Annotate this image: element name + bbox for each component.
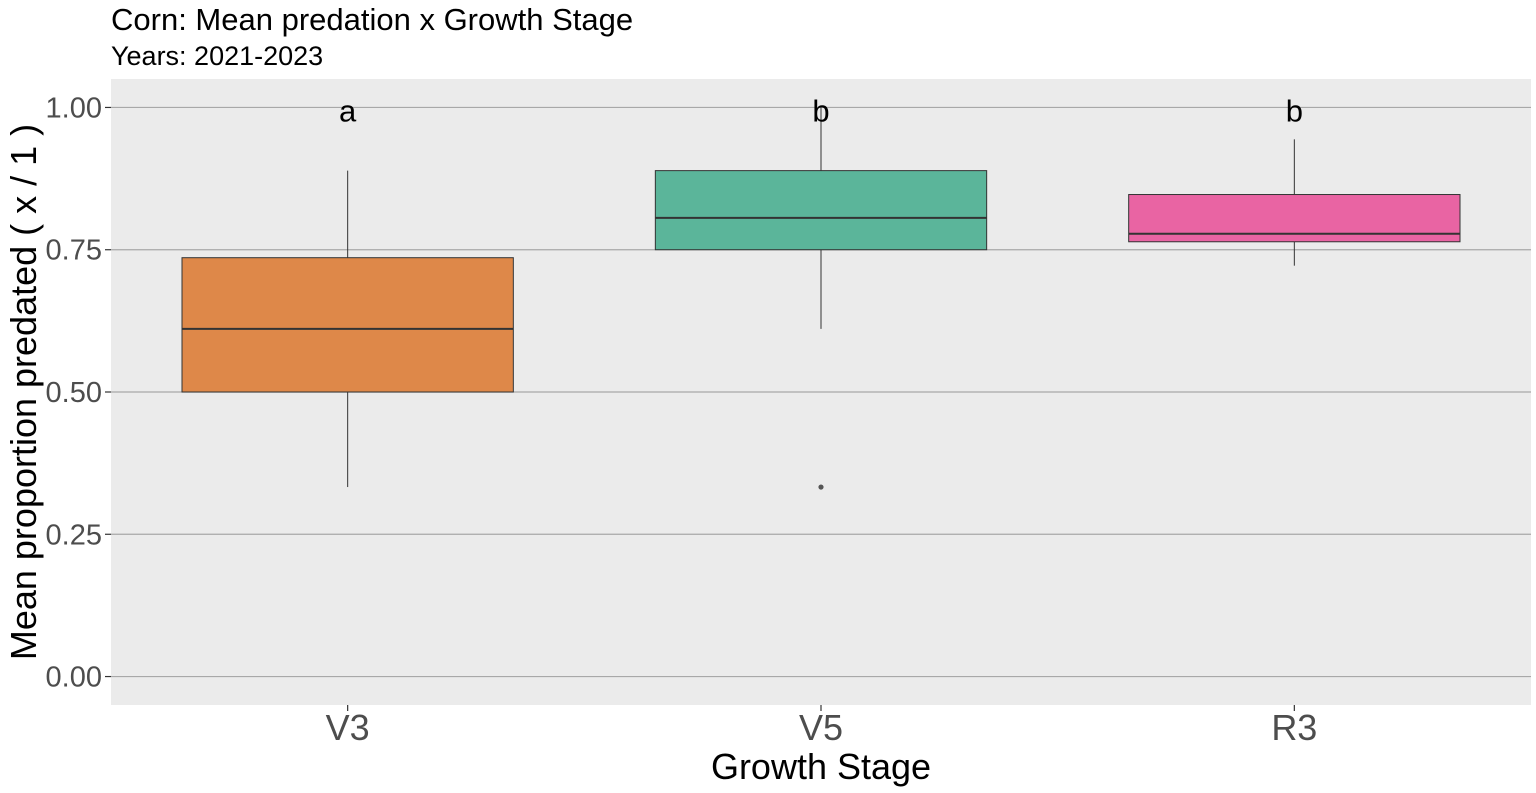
box <box>181 257 514 393</box>
x-tick-label: R3 <box>1271 707 1317 748</box>
significance-letter: b <box>1286 93 1303 128</box>
y-axis-title: Mean proportion predated ( x / 1 ) <box>3 124 44 660</box>
y-tick-label: 1.00 <box>46 92 102 124</box>
y-axis-ticks: 0.00 0.25 0.50 0.75 1.00 <box>46 92 111 694</box>
y-tick-label: 0.25 <box>46 519 102 551</box>
box-group-v5: b <box>654 93 988 490</box>
y-tick-label: 0.75 <box>46 235 102 267</box>
box-group-v3: a <box>181 93 514 488</box>
y-tick-label: 0.50 <box>46 377 102 409</box>
chart-subtitle: Years: 2021-2023 <box>111 41 324 71</box>
significance-letter: b <box>812 93 829 128</box>
y-tick-label: 0.00 <box>46 662 102 694</box>
box-group-r3: b <box>1128 93 1461 266</box>
x-tick-label: V3 <box>326 707 370 748</box>
x-axis-ticks: V3 V5 R3 <box>326 705 1317 748</box>
chart-title: Corn: Mean predation x Growth Stage <box>111 2 634 37</box>
x-tick-label: V5 <box>799 707 843 748</box>
x-axis-title: Growth Stage <box>711 746 931 787</box>
outlier-point <box>818 484 824 490</box>
significance-letter: a <box>339 93 357 128</box>
box <box>654 170 988 251</box>
